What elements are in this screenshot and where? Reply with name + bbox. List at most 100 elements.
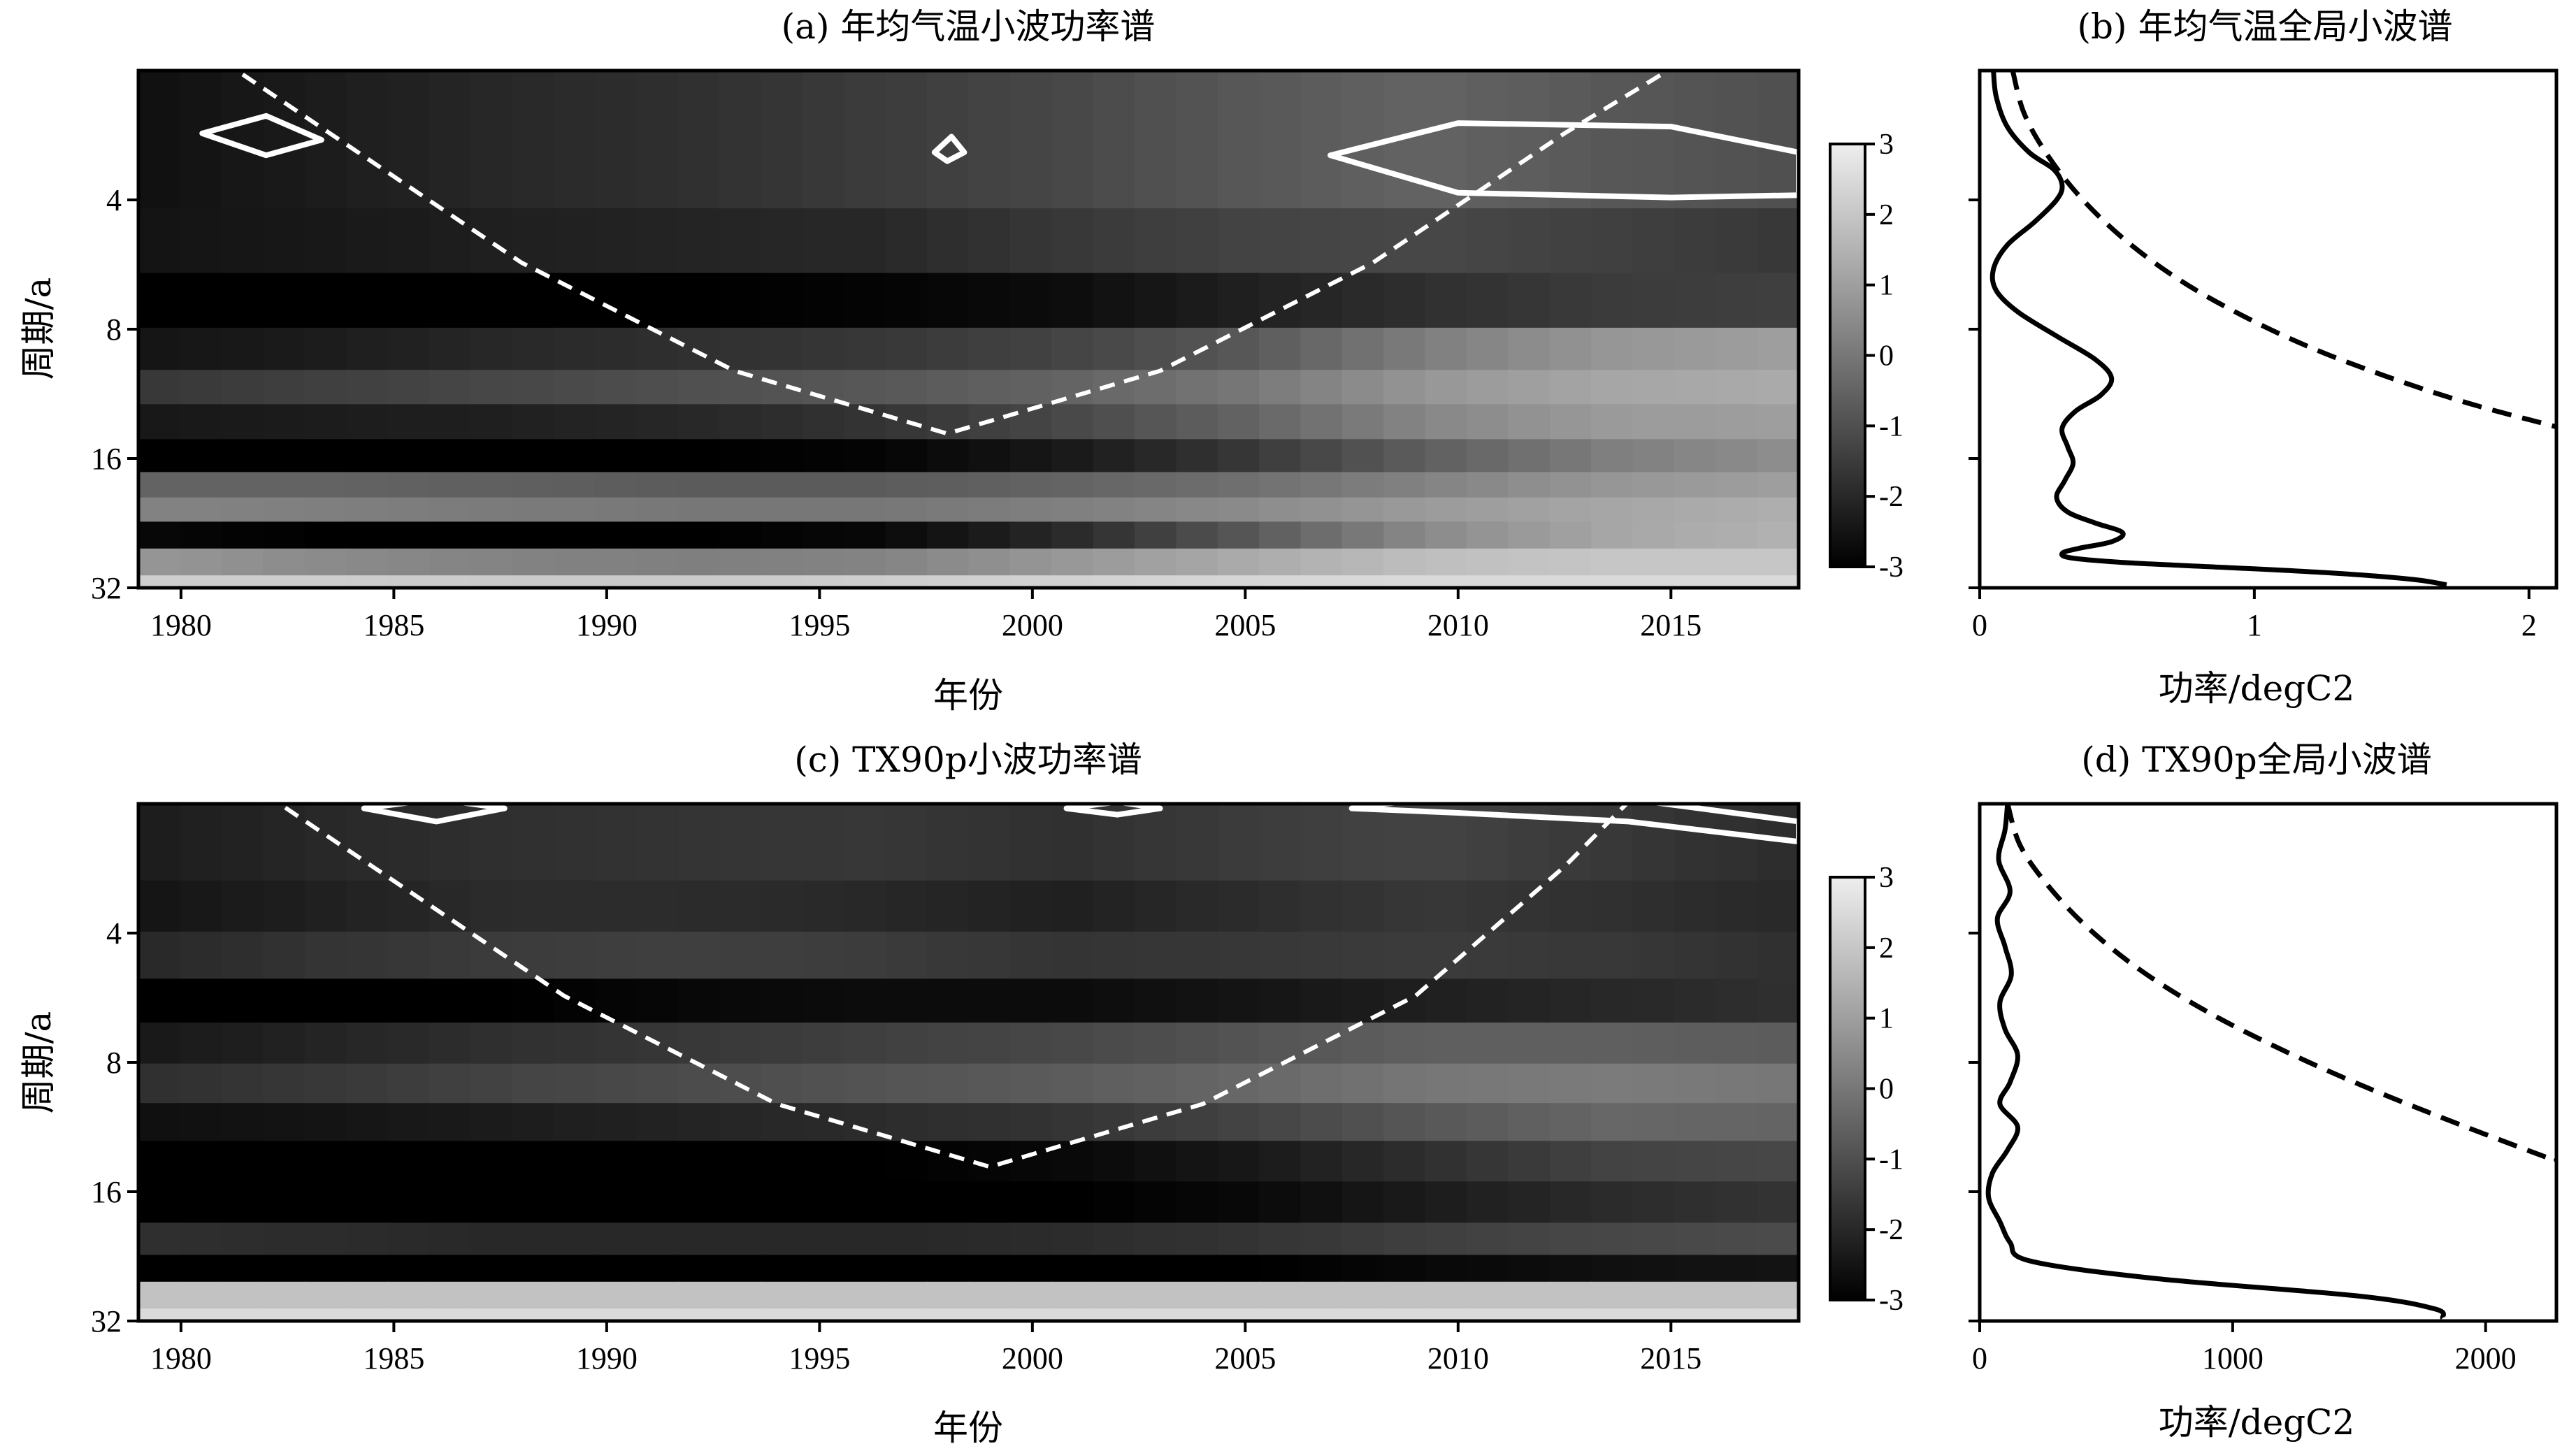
heatmap-cell (180, 327, 222, 371)
heatmap-cell (636, 931, 679, 980)
heatmap-cell (1632, 1308, 1675, 1321)
heatmap-cell (1715, 370, 1758, 405)
heatmap-cell (1051, 979, 1094, 1023)
heatmap-cell (1508, 439, 1550, 473)
x-tick-label: 2 (2521, 608, 2537, 642)
heatmap-cell (1425, 548, 1467, 577)
heatmap-cell (1093, 370, 1135, 405)
heatmap-cell (304, 880, 347, 932)
heatmap-cell (761, 931, 803, 980)
heatmap-cell (719, 327, 762, 371)
heatmap-cell (1217, 548, 1260, 577)
x-tick-label: 1985 (363, 1341, 424, 1376)
heatmap-cell (719, 1281, 762, 1310)
heatmap-cell (1259, 370, 1302, 405)
heatmap-cell (1715, 1281, 1758, 1310)
heatmap-cell (677, 1063, 721, 1104)
heatmap-cell (470, 1063, 513, 1104)
heatmap-cell (553, 804, 596, 881)
heatmap-cell (595, 472, 638, 498)
heatmap-cell (1425, 1222, 1467, 1256)
heatmap-cell (304, 1222, 347, 1256)
heatmap-cell (1135, 273, 1177, 329)
heatmap-cell (138, 1222, 181, 1256)
heatmap-cell (677, 497, 721, 523)
heatmap-cell (180, 273, 222, 329)
heatmap-cell (470, 370, 513, 405)
heatmap-cell (1467, 1181, 1509, 1224)
y-tick-label: 4 (106, 916, 122, 951)
heatmap-cell (636, 880, 679, 932)
heatmap-cell (927, 273, 970, 329)
heatmap-cell (1009, 208, 1053, 274)
heatmap-cell (844, 931, 886, 980)
heatmap-cell (429, 575, 471, 588)
heatmap-cell (1508, 1222, 1550, 1256)
heatmap-cell (1176, 1308, 1218, 1321)
heatmap-cell (429, 1063, 471, 1104)
heatmap-cell (968, 575, 1011, 588)
heatmap-cell (1425, 521, 1467, 549)
heatmap-cell (180, 1255, 222, 1283)
heatmap-cell (1217, 880, 1260, 932)
heatmap-cell (387, 880, 430, 932)
heatmap-cell (512, 548, 554, 577)
heatmap-cell (1591, 1181, 1634, 1224)
heatmap-cell (1176, 1063, 1218, 1104)
colorbar-tick-label: 1 (1879, 1003, 1894, 1035)
heatmap-cell (553, 1255, 596, 1283)
heatmap-cell (138, 880, 181, 932)
heatmap-cell (180, 439, 222, 473)
heatmap-cell (512, 327, 554, 371)
heatmap-cell (1591, 273, 1634, 329)
heatmap-cell (844, 1308, 886, 1321)
heatmap-cell (387, 521, 430, 549)
heatmap-cell (761, 1281, 803, 1310)
heatmap-cell (387, 1023, 430, 1064)
heatmap-cell (263, 979, 305, 1023)
heatmap-cell (761, 1181, 803, 1224)
heatmap-cell (1508, 208, 1550, 274)
x-tick-label: 1980 (150, 608, 212, 642)
heatmap-cell (885, 1103, 928, 1142)
heatmap-cell (1300, 1255, 1343, 1283)
heatmap-cell (304, 931, 347, 980)
colorbar-tick-label: 3 (1879, 129, 1894, 161)
heatmap-cell (1135, 439, 1177, 473)
heatmap-cell (138, 404, 181, 440)
heatmap-cell (968, 439, 1011, 473)
heatmap-cell (387, 1281, 430, 1310)
panel-c-y-ticks: 4 8 16 32 (91, 916, 138, 1338)
heatmap-cell (387, 1222, 430, 1256)
heatmap-cell (1259, 1063, 1302, 1104)
heatmap-cell (470, 1103, 513, 1142)
heatmap-cell (1009, 497, 1053, 523)
heatmap-cell (263, 472, 305, 498)
heatmap-cell (1051, 439, 1094, 473)
heatmap-cell (429, 1181, 471, 1224)
panel-c-title: (c) TX90p小波功率谱 (794, 739, 1142, 780)
heatmap-cell (719, 575, 762, 588)
panel-b-y-ticks (1969, 198, 1980, 589)
heatmap-cell (1093, 880, 1135, 932)
heatmap-cell (304, 1255, 347, 1283)
heatmap-cell (803, 1023, 845, 1064)
heatmap-cell (1757, 1023, 1799, 1064)
heatmap-cell (221, 1255, 264, 1283)
heatmap-cell (263, 575, 305, 588)
x-tick-label: 2000 (1002, 1341, 1063, 1376)
heatmap-cell (1591, 327, 1634, 371)
heatmap-cell (1508, 1308, 1550, 1321)
heatmap-cell (595, 548, 638, 577)
heatmap-cell (180, 1222, 222, 1256)
heatmap-cell (719, 1255, 762, 1283)
heatmap-cell (1715, 1023, 1758, 1064)
heatmap-cell (470, 1222, 513, 1256)
heatmap-cell (1715, 521, 1758, 549)
heatmap-cell (1467, 1023, 1509, 1064)
heatmap-cell (1674, 548, 1717, 577)
heatmap-cell (844, 880, 886, 932)
heatmap-cell (1467, 521, 1509, 549)
heatmap-cell (1217, 273, 1260, 329)
heatmap-cell (1674, 1308, 1717, 1321)
